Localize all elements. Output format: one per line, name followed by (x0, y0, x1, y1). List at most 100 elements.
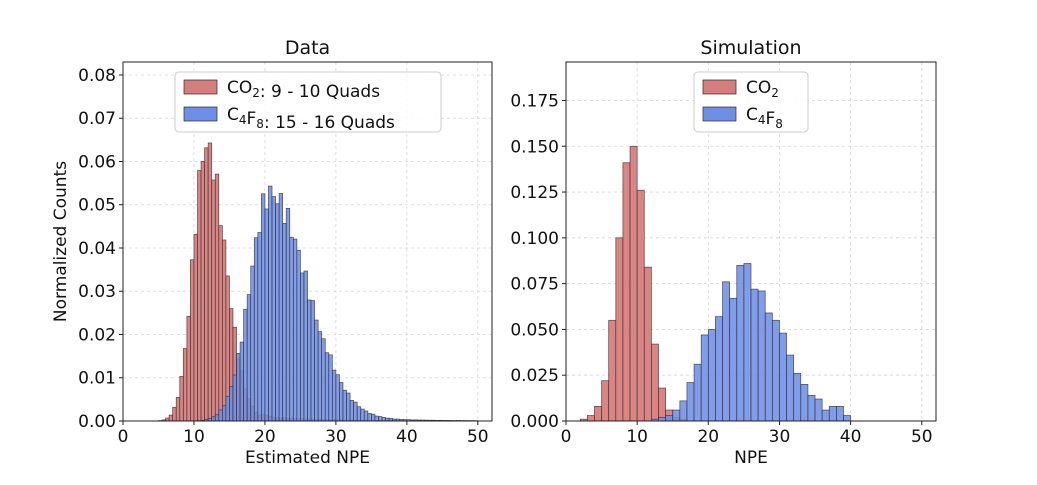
histogram-bar (300, 272, 305, 422)
histogram-bar (807, 395, 816, 422)
histogram-bar (239, 341, 244, 422)
x-tick-label: 40 (840, 427, 862, 447)
histogram-bar (324, 352, 330, 422)
histogram-bar (310, 300, 315, 422)
histogram-bar (843, 415, 851, 422)
x-tick-label: 10 (183, 427, 205, 447)
histogram-bar (651, 343, 659, 422)
histogram-bar (179, 376, 184, 422)
histogram-bar (672, 409, 681, 422)
x-tick-label: 30 (769, 427, 791, 447)
histogram-bar (175, 397, 181, 422)
legend-box (174, 71, 442, 133)
histogram-bar (342, 389, 347, 422)
y-tick-label: 0.000 (510, 412, 559, 432)
histogram-bar (292, 238, 298, 422)
y-tick-label: 0.025 (510, 366, 559, 386)
histogram-bar (757, 290, 766, 422)
chart-title: Simulation (700, 37, 801, 59)
histogram-bar (346, 392, 351, 422)
histogram-bar (214, 173, 220, 422)
histogram-bar (225, 396, 230, 422)
x-tick-label: 20 (697, 427, 719, 447)
histogram-bar (378, 416, 383, 422)
histogram-bar (264, 208, 269, 422)
y-tick-label: 0.06 (78, 152, 116, 172)
histogram-bar (243, 308, 248, 422)
y-tick-label: 0.100 (510, 229, 559, 249)
legend-swatch (183, 79, 218, 95)
histogram-bar (278, 193, 284, 422)
histogram-bar (282, 223, 287, 422)
legend-label: CO2 (746, 78, 779, 100)
histogram-bar (275, 203, 280, 422)
histogram-bar (182, 348, 188, 422)
histogram-bar (679, 400, 688, 422)
y-tick-label: 0.00 (78, 412, 116, 432)
y-tick-label: 0.03 (78, 282, 116, 302)
histogram-bar (367, 413, 372, 422)
y-tick-label: 0.04 (78, 239, 116, 259)
histogram-bar (821, 409, 830, 422)
x-tick-label: 40 (396, 427, 418, 447)
histogram-bar (353, 401, 358, 422)
y-tick-label: 0.050 (510, 320, 559, 340)
histogram-bar (356, 406, 362, 422)
legend-label: CO2: 9 - 10 Quads (227, 78, 380, 102)
x-tick-label: 50 (911, 427, 933, 447)
histogram-bar (779, 332, 787, 422)
legend-label: C4F8 (746, 105, 783, 131)
histogram-bar (828, 405, 837, 422)
legend: CO2 C4F8 (693, 71, 809, 133)
histogram-bar (321, 338, 326, 422)
histogram-bar (246, 294, 252, 422)
x-tick-label: 20 (254, 427, 276, 447)
histogram-bar (693, 363, 702, 422)
y-tick-label: 0.150 (510, 137, 559, 157)
y-tick-label: 0.01 (78, 369, 116, 389)
histogram-bar (317, 331, 323, 422)
histogram-bar (296, 249, 301, 422)
histogram-bar (615, 237, 624, 422)
histogram-bar (793, 373, 802, 422)
histogram-bar (218, 225, 223, 422)
x-tick-label: 30 (325, 427, 347, 447)
histogram-bar (658, 387, 666, 422)
histogram-bar (268, 185, 273, 422)
histogram-bar (643, 266, 652, 422)
histogram-bar (186, 316, 191, 422)
histogram-bar (700, 334, 709, 422)
legend: CO2: 9 - 10 Quads C4F8: 15 - 16 Quads (174, 71, 442, 133)
histogram-bar (190, 259, 195, 422)
legend-swatch (183, 106, 218, 122)
histogram-bar (257, 232, 262, 422)
y-tick-label: 0.075 (510, 275, 559, 295)
histogram-bar (218, 409, 223, 422)
y-tick-label: 0.02 (78, 325, 116, 345)
histogram-bar (232, 374, 237, 422)
histogram-bar (221, 405, 227, 422)
x-tick-label: 10 (626, 427, 648, 447)
histogram-bar (328, 354, 333, 422)
x-tick-label: 50 (467, 427, 489, 447)
histogram-bar (360, 408, 365, 422)
histogram-bar (622, 162, 631, 422)
histogram-bar (339, 382, 344, 422)
histogram-bar (236, 353, 241, 422)
histogram-bar (601, 380, 610, 422)
histogram-bar (594, 405, 602, 422)
histogram-bar (207, 142, 213, 422)
y-tick-label: 0.125 (510, 183, 559, 203)
histogram-bar (214, 414, 220, 422)
histogram-bar (608, 319, 617, 422)
histogram-bar (771, 319, 780, 422)
histogram-bar (800, 384, 809, 422)
histogram-bar (374, 415, 379, 422)
histogram-bar (363, 410, 369, 422)
chart-title: Data (285, 37, 330, 59)
data-histogram-panel: 0 10 20 30 40 50 0.00 0.01 0.02 0.03 0.04 0.05 0.06 0… (51, 37, 493, 468)
histogram-bar (253, 237, 259, 422)
histogram-bar (814, 398, 823, 422)
histogram-bar (335, 374, 340, 422)
